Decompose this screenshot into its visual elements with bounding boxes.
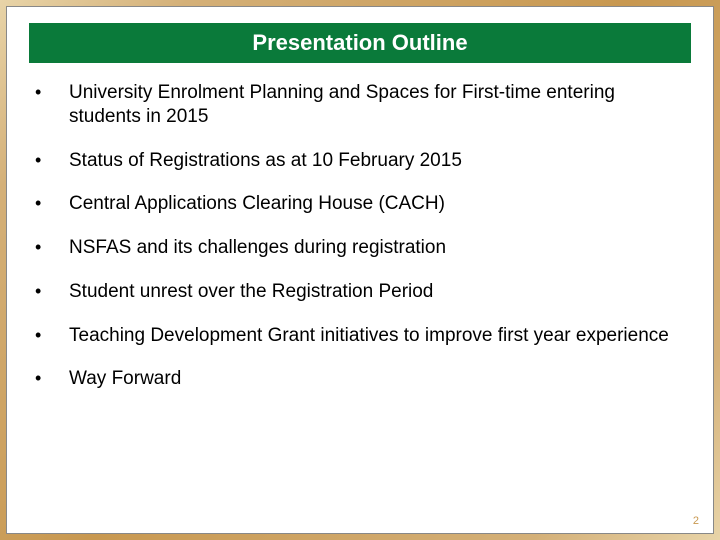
list-item-text: NSFAS and its challenges during registra… bbox=[69, 236, 687, 260]
list-item: • University Enrolment Planning and Spac… bbox=[35, 81, 687, 129]
page-number: 2 bbox=[693, 515, 699, 527]
list-item-text: Central Applications Clearing House (CAC… bbox=[69, 192, 687, 216]
bullet-icon: • bbox=[35, 280, 69, 303]
bullet-icon: • bbox=[35, 192, 69, 215]
list-item-text: University Enrolment Planning and Spaces… bbox=[69, 81, 687, 129]
list-item: • NSFAS and its challenges during regist… bbox=[35, 236, 687, 260]
slide-frame: Presentation Outline • University Enrolm… bbox=[0, 0, 720, 540]
bullet-icon: • bbox=[35, 81, 69, 104]
list-item: • Way Forward bbox=[35, 367, 687, 391]
bullet-icon: • bbox=[35, 367, 69, 390]
list-item: • Student unrest over the Registration P… bbox=[35, 280, 687, 304]
bullet-icon: • bbox=[35, 236, 69, 259]
list-item-text: Teaching Development Grant initiatives t… bbox=[69, 324, 687, 348]
bullet-icon: • bbox=[35, 324, 69, 347]
list-item: • Central Applications Clearing House (C… bbox=[35, 192, 687, 216]
list-item: • Status of Registrations as at 10 Febru… bbox=[35, 149, 687, 173]
outline-list: • University Enrolment Planning and Spac… bbox=[29, 81, 691, 391]
slide-content: Presentation Outline • University Enrolm… bbox=[6, 6, 714, 534]
slide-title: Presentation Outline bbox=[29, 23, 691, 63]
list-item-text: Status of Registrations as at 10 Februar… bbox=[69, 149, 687, 173]
list-item-text: Way Forward bbox=[69, 367, 687, 391]
list-item: • Teaching Development Grant initiatives… bbox=[35, 324, 687, 348]
bullet-icon: • bbox=[35, 149, 69, 172]
list-item-text: Student unrest over the Registration Per… bbox=[69, 280, 687, 304]
